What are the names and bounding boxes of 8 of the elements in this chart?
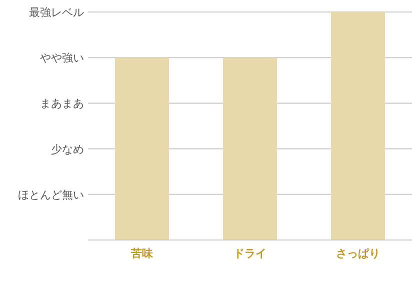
x-tick-label: ドライ xyxy=(234,247,266,260)
x-tick-label: さっぱり xyxy=(336,247,380,260)
ref-line-label: 少なめ xyxy=(51,142,84,156)
ref-line-label: ほとんど無い xyxy=(18,188,84,202)
ref-line-label: 最強レベル xyxy=(29,6,84,19)
x-tick-label: 苦味 xyxy=(130,247,154,260)
ref-line-label: まあまあ xyxy=(40,97,84,110)
ref-line-label: やや強い xyxy=(40,52,84,65)
